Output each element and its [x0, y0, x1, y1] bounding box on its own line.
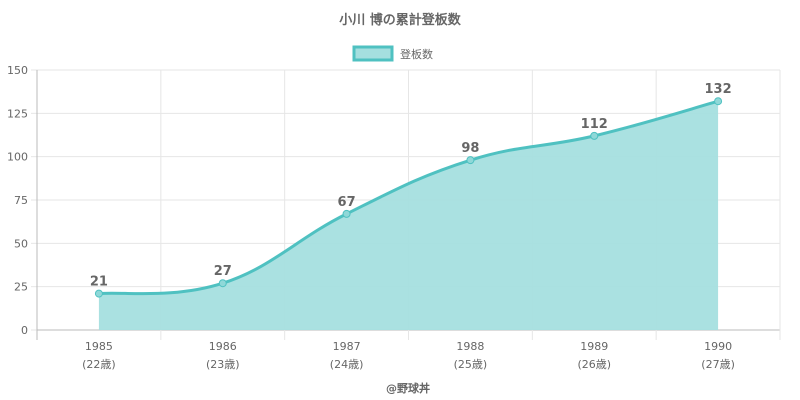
data-label: 21	[90, 275, 108, 290]
x-tick-age-label: (25歳)	[454, 358, 488, 371]
chart-title: 小川 博の累計登板数	[339, 12, 462, 28]
x-tick-label: 1987	[333, 340, 361, 353]
x-tick-age-label: (26歳)	[577, 358, 611, 371]
y-tick-label: 150	[7, 64, 28, 77]
series-area	[98, 99, 719, 330]
data-label: 98	[461, 141, 479, 156]
data-label: 132	[705, 82, 732, 97]
legend[interactable]: 登板数	[352, 45, 433, 62]
data-point[interactable]	[342, 209, 351, 218]
y-tick-label: 75	[14, 194, 28, 207]
x-tick-label: 1988	[456, 340, 484, 353]
y-tick-label: 0	[21, 324, 28, 337]
x-tick-label: 1989	[580, 340, 608, 353]
x-tick-label: 1985	[85, 340, 113, 353]
data-labels: 21 27 67 98 112 132	[90, 82, 732, 289]
data-label: 112	[581, 117, 608, 132]
x-tick-label: 1990	[704, 340, 732, 353]
data-label: 27	[214, 264, 232, 279]
x-tick-label: 1986	[209, 340, 237, 353]
series-area-fill	[98, 101, 719, 330]
data-point[interactable]	[466, 156, 475, 165]
legend-swatch	[352, 45, 394, 62]
data-label: 67	[338, 195, 356, 210]
credit-text: @野球丼	[386, 381, 430, 395]
y-tick-label: 125	[7, 107, 28, 120]
x-tick-age-label: (27歳)	[701, 358, 735, 371]
y-tick-label: 25	[14, 281, 28, 294]
data-point[interactable]	[218, 279, 227, 288]
y-tick-label: 100	[7, 151, 28, 164]
data-point[interactable]	[590, 131, 599, 140]
x-tick-age-label: (23歳)	[206, 358, 240, 371]
x-tick-age-label: (22歳)	[82, 358, 116, 371]
x-tick-age-label: (24歳)	[330, 358, 364, 371]
y-axis-ticks: 0 25 50 75 100 125 150	[7, 64, 28, 337]
data-point[interactable]	[714, 97, 723, 106]
series-line	[98, 99, 719, 296]
data-points	[94, 97, 723, 298]
legend-label: 登板数	[400, 47, 433, 61]
data-point[interactable]	[94, 289, 103, 298]
y-tick-label: 50	[14, 237, 28, 250]
x-axis-ticks: 1985 (22歳) 1986 (23歳) 1987 (24歳) 1988 (25歳) 1989…	[82, 340, 735, 371]
